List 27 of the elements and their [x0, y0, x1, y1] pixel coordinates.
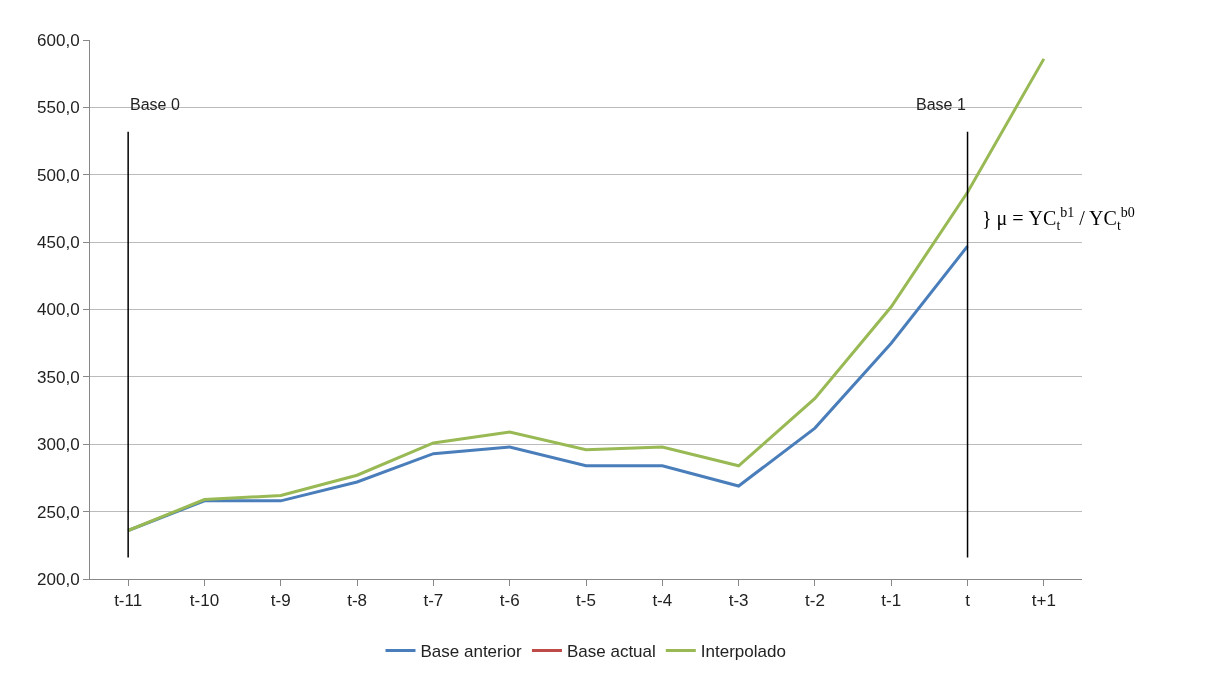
y-tick-label: 450,0	[37, 233, 80, 253]
y-tick-label: 550,0	[37, 98, 80, 118]
y-tick-label: 600,0	[37, 30, 80, 50]
x-tick-label: t-1	[881, 591, 902, 611]
x-tick-label: t-7	[423, 591, 444, 611]
x-tick-label: t	[965, 591, 971, 611]
y-tick-label: 400,0	[37, 300, 80, 320]
legend-label: Base anterior	[420, 642, 522, 662]
x-tick-label: t+1	[1031, 591, 1056, 611]
x-tick-label: t-4	[652, 591, 673, 611]
ref-line-label: Base 1	[916, 96, 966, 113]
legend-label: Interpolado	[700, 642, 786, 662]
y-tick-label: 300,0	[37, 435, 80, 455]
y-tick-label: 350,0	[37, 367, 80, 387]
y-tick-label: 250,0	[37, 502, 80, 522]
x-tick-label: t-8	[347, 591, 367, 611]
legend-label: Base actual	[566, 642, 656, 662]
x-tick-label: t-6	[499, 591, 520, 611]
y-tick-label: 200,0	[37, 569, 80, 589]
y-tick-label: 500,0	[37, 165, 80, 185]
x-tick-label: t-9	[270, 591, 291, 611]
x-tick-label: t-11	[114, 591, 143, 611]
x-tick-label: t-10	[189, 591, 220, 611]
x-tick-label: t-2	[805, 591, 825, 611]
ref-line-label: Base 0	[130, 96, 180, 113]
x-tick-label: t-3	[728, 591, 749, 611]
x-tick-label: t-5	[576, 591, 596, 611]
